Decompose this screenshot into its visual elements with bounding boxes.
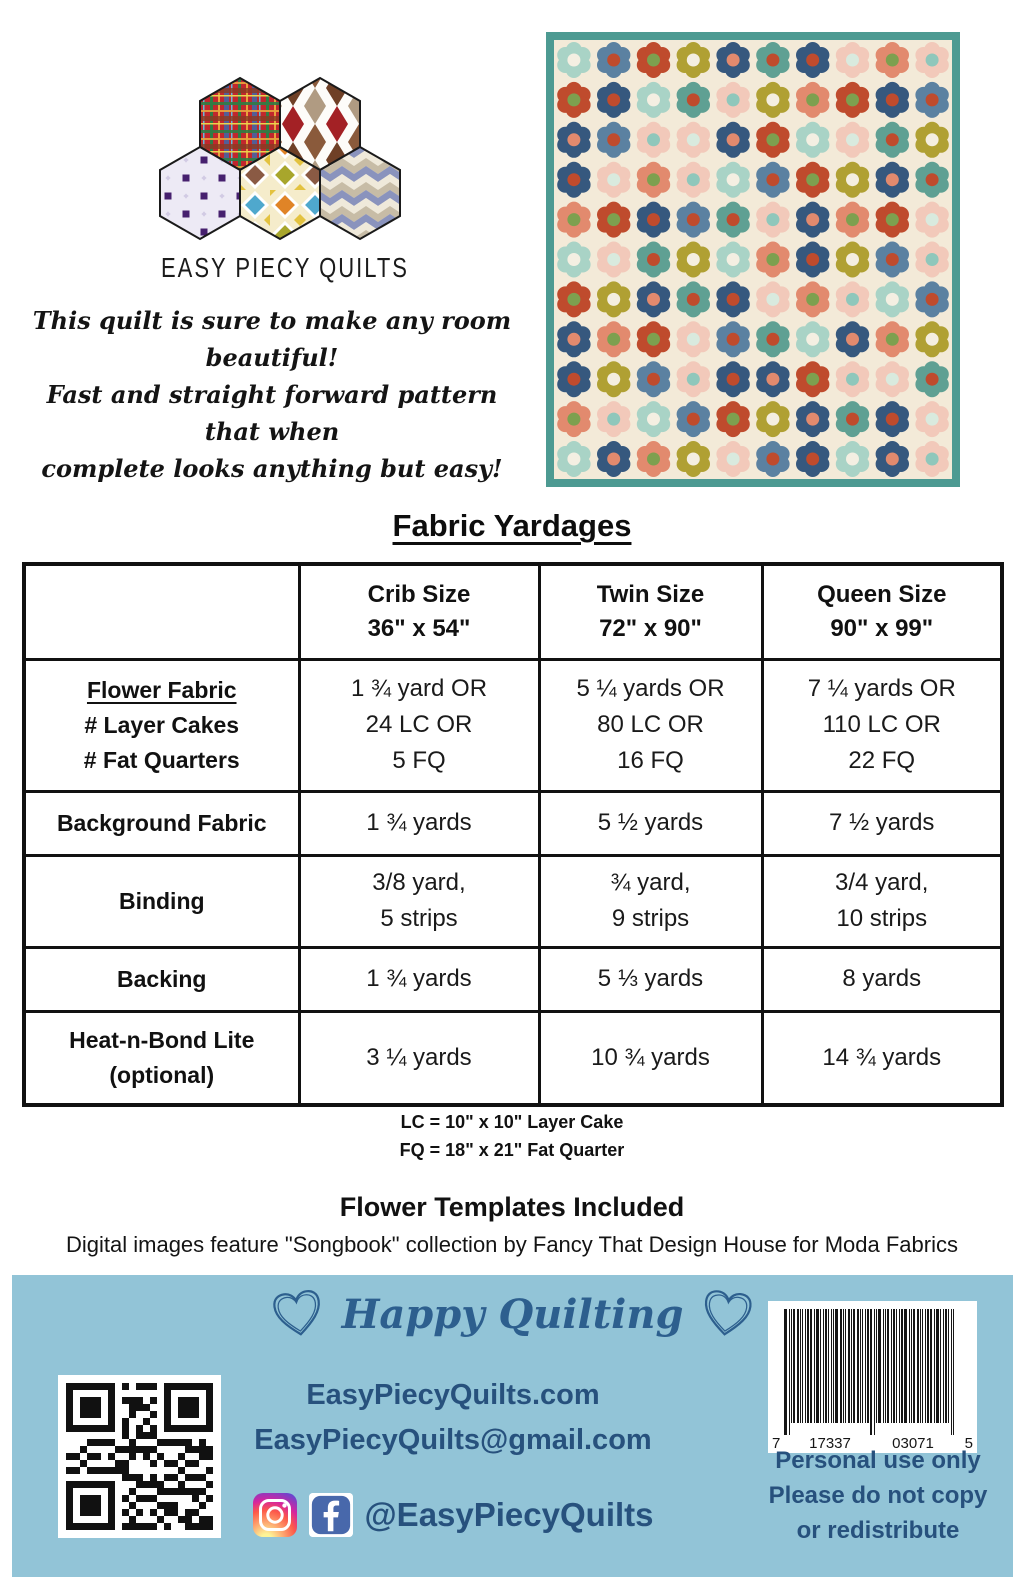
abbreviation-legend: LC = 10" x 10" Layer Cake FQ = 18" x 21"… [399,1112,625,1160]
table-row: Background Fabric 1 ¾ yards 5 ½ yards 7 ½ y… [22,789,1004,857]
col-header-twin-size: Twin Size 72" x 90" [537,562,764,661]
svg-text:5: 5 [965,1435,973,1452]
svg-text:7: 7 [772,1435,780,1452]
footer-headline: Happy Quilting [341,1290,684,1338]
templates-note: Flower Templates Included [339,1192,685,1222]
row-label: Binding [22,853,301,949]
col-header-queen-size: Queen Size 90" x 99" [760,562,1004,661]
instagram-icon[interactable] [252,1493,297,1537]
yardage-cell: 10 ¾ yards [537,1009,764,1107]
yardage-cell: 1 ¾ yard OR 24 LC OR 5 FQ [297,657,541,793]
table-row: Binding 3/8 yard, 5 strips ¾ yard, 9 strip… [22,853,1004,949]
yardage-cell: 7 ¼ yards OR 110 LC OR 22 FQ [760,657,1004,793]
row-label: Background Fabric [22,789,301,857]
table-row: Flower Fabric # Layer Cakes # Fat Quarters… [22,657,1004,793]
yardage-cell: 5 ½ yards [537,789,764,857]
logo-hexagon-cubes [319,145,401,241]
yardage-cell: 8 yards [760,945,1004,1013]
fabric-credit: Digital images feature "Songbook" collec… [66,1232,958,1257]
svg-text:17337: 17337 [809,1435,851,1452]
yardage-cell: 3/8 yard, 5 strips [297,853,541,949]
yardage-cell: 3/4 yard, 10 strips [760,853,1004,949]
yardage-cell: 7 ½ yards [760,789,1004,857]
quilt-image [546,32,960,487]
yardage-cell: 5 ¼ yards OR 80 LC OR 16 FQ [537,657,764,793]
brand-name: EASY PIECY QUILTS [161,252,409,284]
section-title-text: Fabric Yardages [392,508,632,543]
row-label: Heat-n-Bond Lite (optional) [22,1009,301,1107]
yardage-cell: 1 ¾ yards [297,789,541,857]
qr-code-graphic [58,1375,221,1538]
heart-icon [705,1290,753,1336]
logo-hexagons-icon [159,76,401,241]
tagline: This quilt is sure to make any room beau… [32,306,512,483]
yardage-cell: ¾ yard, 9 strips [537,853,764,949]
facebook-icon[interactable] [308,1493,353,1537]
qr-code[interactable] [58,1375,221,1538]
svg-text:03071: 03071 [892,1435,934,1452]
email-link[interactable]: EasyPiecyQuilts@gmail.com [254,1424,652,1456]
brand-logo: EASY PIECY QUILTS [150,70,420,283]
row-label: Backing [22,945,301,1013]
col-header-crib-size: Crib Size 36" x 54" [297,562,541,661]
social-row: @EasyPiecyQuilts [210,1493,696,1537]
table-row: Heat-n-Bond Lite (optional) 3 ¼ yards 10 ¾ … [22,1009,1004,1107]
contact-block: EasyPiecyQuilts.com EasyPiecyQuilts@gmai… [210,1379,696,1537]
yardage-cell: 5 ⅓ yards [537,945,764,1013]
section-title: Fabric Yardages [0,508,1024,544]
rights-notice: Personal use only Please do not copy or … [768,1447,988,1544]
corner-cell [22,562,301,661]
yardage-cell: 3 ¼ yards [297,1009,541,1107]
yardage-table: Crib Size 36" x 54" Twin Size 72" x 90" Quee… [22,562,1004,1107]
row-label: Flower Fabric # Layer Cakes # Fat Quarters [22,657,301,793]
heart-icon [272,1290,320,1336]
website-link[interactable]: EasyPiecyQuilts.com [306,1379,600,1411]
yardage-cell: 1 ¾ yards [297,945,541,1013]
barcode-graphic: 7 17337 03071 5 [768,1301,977,1453]
happy-quilting-row: Happy Quilting [12,1289,1013,1339]
social-handle[interactable]: @EasyPiecyQuilts [364,1496,654,1533]
table-row: Backing 1 ¾ yards 5 ⅓ yards 8 yards [22,945,1004,1013]
footer-band: Happy Quilting EasyPiecyQuilts.com EasyP… [12,1275,1013,1577]
quilt-graphic [546,32,960,487]
yardage-cell: 14 ¾ yards [760,1009,1004,1107]
barcode: 7 17337 03071 5 [768,1301,977,1453]
